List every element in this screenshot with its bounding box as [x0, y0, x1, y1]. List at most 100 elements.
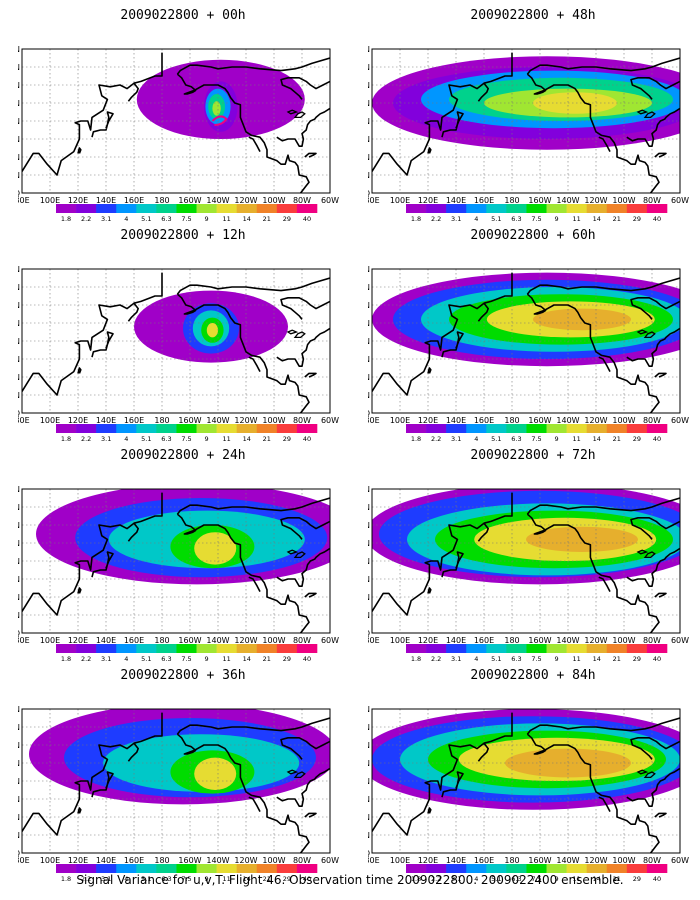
lon-tick-label: 100E: [390, 856, 410, 865]
colorbar-swatch: [546, 204, 567, 213]
colorbar-label: 7.5: [181, 875, 191, 883]
lon-tick-label: 120E: [418, 416, 438, 425]
lon-tick-label: 60W: [671, 636, 689, 645]
colorbar-label: 2.2: [431, 435, 441, 443]
coastline: [304, 152, 317, 158]
lat-tick-label: 60N: [368, 301, 370, 310]
colorbar-label: 3.1: [101, 655, 111, 663]
lon-tick-label: 140W: [556, 636, 579, 645]
lon-tick-label: 140W: [556, 416, 579, 425]
lon-tick-label: 160E: [124, 196, 144, 205]
colorbar-label: 11: [573, 215, 581, 223]
coastline: [598, 356, 611, 372]
lon-tick-label: 100W: [262, 416, 285, 425]
colorbar-swatch: [526, 864, 547, 873]
colorbar-swatch: [526, 644, 547, 653]
lon-tick-label: 140W: [206, 856, 229, 865]
colorbar-swatch: [116, 864, 137, 873]
lat-tick-label: 50N: [18, 759, 20, 768]
colorbar-swatch: [426, 424, 447, 433]
colorbar-label: 21: [263, 655, 271, 663]
colorbar-swatch: [466, 864, 487, 873]
map-frame: [371, 488, 681, 634]
lat-tick-label: 80N: [18, 485, 20, 494]
colorbar-label: 6.3: [161, 655, 171, 663]
lon-tick-label: 60W: [321, 856, 339, 865]
colorbar-swatch: [546, 424, 567, 433]
coastline: [22, 712, 163, 836]
lake-outline: [636, 549, 649, 555]
colorbar-swatch: [586, 864, 608, 873]
coastline: [372, 492, 513, 616]
colorbar-swatch: [96, 644, 117, 653]
lat-tick-label: 60N: [18, 81, 20, 90]
coastline: [526, 57, 680, 75]
variance-map: 80N 70N 60N 50N 40N 30N 20N 10N EQ80E 100E 120E 140…: [368, 705, 689, 883]
colorbar-swatch: [156, 864, 177, 873]
map-panel: 2009022800 + 24h 80N 70N 60N 50N 40N 30N 20N 10N…: [18, 448, 348, 663]
lat-tick-label: 30N: [18, 135, 20, 144]
colorbar-label: 14: [593, 215, 601, 223]
coastline: [630, 76, 680, 100]
coastline: [427, 147, 432, 154]
colorbar-label: 5.1: [141, 215, 151, 223]
colorbar-swatch: [446, 864, 467, 873]
colorbar-swatch: [446, 644, 467, 653]
colorbar-label: 7.5: [531, 215, 541, 223]
colorbar-label: 7.5: [531, 655, 541, 663]
coastline: [91, 551, 114, 578]
colorbar-label: 9: [555, 435, 559, 443]
colorbar-label: 11: [573, 875, 581, 883]
colorbar-swatch: [256, 864, 278, 873]
colorbar-label: 7.5: [531, 875, 541, 883]
colorbar-swatch: [236, 204, 258, 213]
lat-tick-label: 50N: [368, 319, 370, 328]
lon-tick-label: 80W: [293, 636, 311, 645]
lat-tick-label: 80N: [368, 485, 370, 494]
colorbar-label: 14: [593, 435, 601, 443]
colorbar-swatch: [136, 644, 157, 653]
colorbar-label: 29: [633, 875, 641, 883]
lon-tick-label: 100W: [612, 856, 635, 865]
colorbar-label: 5.1: [491, 875, 501, 883]
colorbar-label: 5.1: [491, 215, 501, 223]
lon-tick-label: 120E: [68, 196, 88, 205]
colorbar-label: 14: [243, 875, 251, 883]
coastline: [477, 302, 489, 322]
lat-tick-label: 20N: [18, 813, 20, 822]
colorbar-label: 1.8: [411, 655, 421, 663]
coastline: [248, 576, 261, 592]
lat-tick-label: 50N: [368, 539, 370, 548]
colorbar-label: 14: [243, 655, 251, 663]
colorbar-swatch: [176, 864, 197, 873]
lon-tick-label: 140W: [206, 416, 229, 425]
colorbar-swatch: [256, 644, 278, 653]
colorbar-label: 11: [223, 655, 231, 663]
lat-tick-label: 30N: [368, 575, 370, 584]
colorbar-label: 5.1: [141, 875, 151, 883]
colorbar-label: 6.3: [161, 875, 171, 883]
lake-outline: [643, 551, 656, 559]
colorbar-swatch: [486, 424, 507, 433]
lat-tick-label: 40N: [368, 337, 370, 346]
coastline: [280, 516, 330, 540]
coastline: [91, 331, 114, 358]
lon-tick-label: 160W: [178, 196, 201, 205]
figure-caption: Signal Variance for u,v,T. Flight 46. Ob…: [76, 873, 624, 887]
colorbar-swatch: [406, 204, 427, 213]
coastline: [22, 272, 163, 396]
lat-tick-label: 20N: [18, 373, 20, 382]
colorbar-label: 9: [205, 215, 209, 223]
lon-tick-label: 100E: [40, 196, 60, 205]
colorbar-swatch: [526, 204, 547, 213]
colorbar-label: 9: [205, 435, 209, 443]
colorbar-label: 11: [573, 435, 581, 443]
lon-tick-label: 100E: [40, 856, 60, 865]
colorbar-swatch: [156, 424, 177, 433]
colorbar-label: 5.1: [141, 435, 151, 443]
colorbar-swatch: [466, 644, 487, 653]
lon-tick-label: 100W: [612, 196, 635, 205]
lat-tick-label: 40N: [18, 117, 20, 126]
colorbar-label: 6.3: [511, 215, 521, 223]
coastline: [526, 733, 660, 853]
